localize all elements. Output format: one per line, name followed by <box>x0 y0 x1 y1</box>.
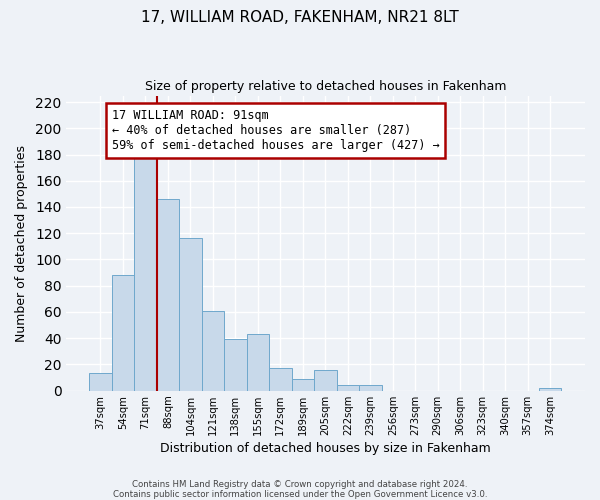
Bar <box>247 334 269 390</box>
Bar <box>224 340 247 390</box>
Bar <box>112 275 134 390</box>
Bar <box>539 388 562 390</box>
X-axis label: Distribution of detached houses by size in Fakenham: Distribution of detached houses by size … <box>160 442 491 455</box>
Bar <box>89 374 112 390</box>
Title: Size of property relative to detached houses in Fakenham: Size of property relative to detached ho… <box>145 80 506 93</box>
Text: Contains public sector information licensed under the Open Government Licence v3: Contains public sector information licen… <box>113 490 487 499</box>
Bar <box>269 368 292 390</box>
Bar <box>359 386 382 390</box>
Bar <box>179 238 202 390</box>
Text: 17, WILLIAM ROAD, FAKENHAM, NR21 8LT: 17, WILLIAM ROAD, FAKENHAM, NR21 8LT <box>141 10 459 25</box>
Text: Contains HM Land Registry data © Crown copyright and database right 2024.: Contains HM Land Registry data © Crown c… <box>132 480 468 489</box>
Bar <box>202 310 224 390</box>
Text: 17 WILLIAM ROAD: 91sqm
← 40% of detached houses are smaller (287)
59% of semi-de: 17 WILLIAM ROAD: 91sqm ← 40% of detached… <box>112 108 439 152</box>
Bar <box>157 199 179 390</box>
Bar <box>292 378 314 390</box>
Bar <box>134 156 157 390</box>
Y-axis label: Number of detached properties: Number of detached properties <box>15 144 28 342</box>
Bar <box>337 386 359 390</box>
Bar <box>314 370 337 390</box>
